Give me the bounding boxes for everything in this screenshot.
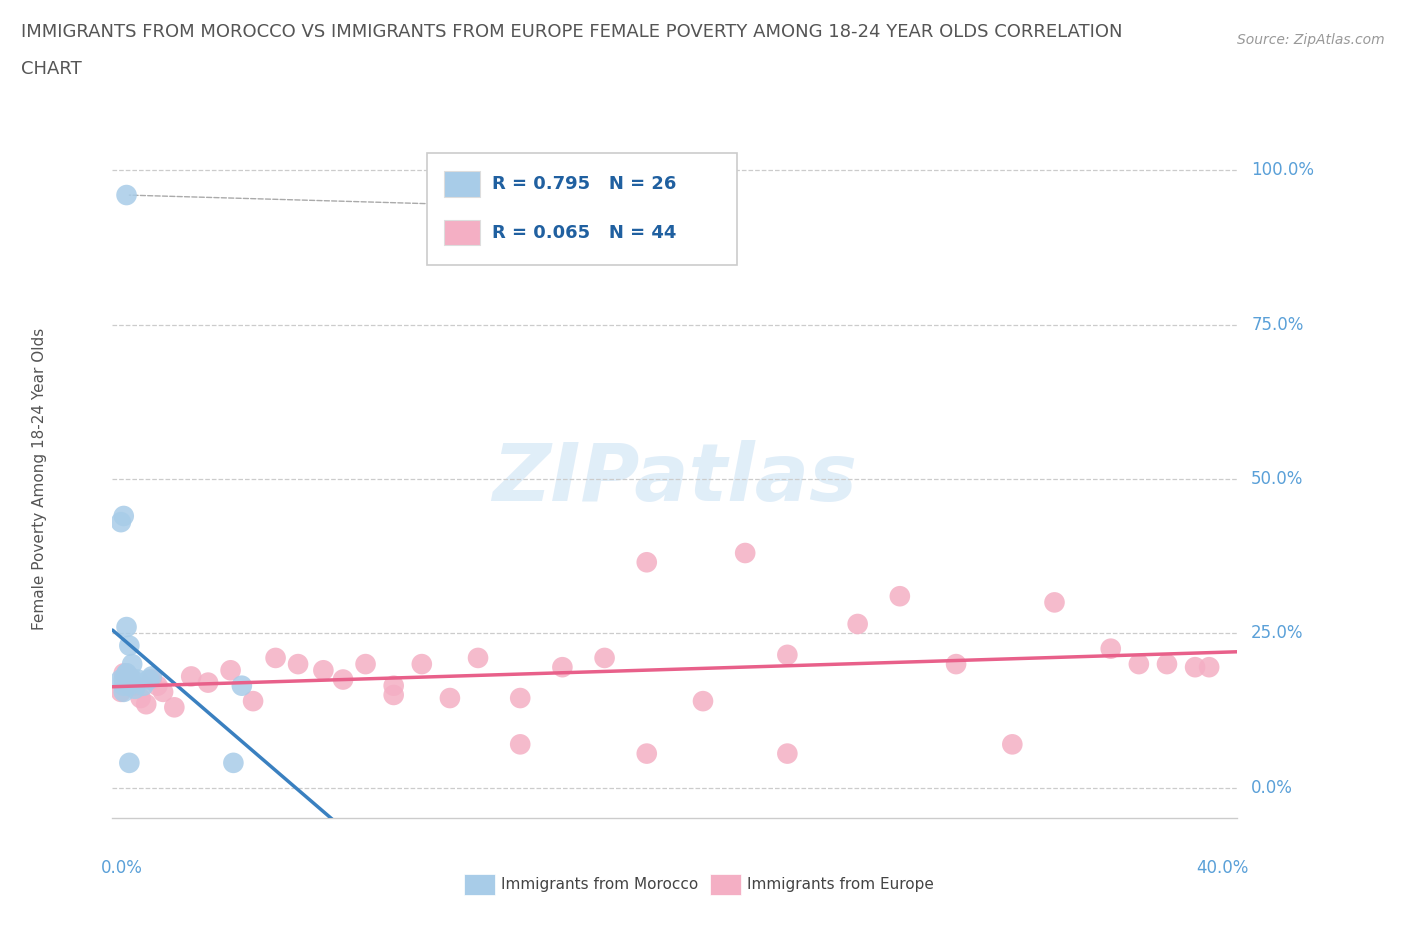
Text: 40.0%: 40.0% [1197,859,1249,877]
Point [112,684,135,699]
Point [1156,657,1178,671]
Point [115,188,138,203]
Text: Immigrants from Europe: Immigrants from Europe [747,877,934,892]
Text: 100.0%: 100.0% [1251,162,1315,179]
Text: 50.0%: 50.0% [1251,470,1303,488]
Point [222,755,245,770]
Point [118,678,141,693]
Point [1128,657,1150,671]
Point [121,672,143,687]
Point [509,691,531,706]
Point [138,672,160,687]
Point [551,659,574,674]
Point [382,678,405,693]
Point [1198,659,1220,674]
Point [112,509,135,524]
Point [467,650,489,665]
Point [141,669,163,684]
Point [135,697,157,711]
Point [382,687,405,702]
Text: 25.0%: 25.0% [1251,624,1303,643]
Point [118,675,141,690]
Point [242,694,264,709]
Point [112,678,135,693]
Text: IMMIGRANTS FROM MOROCCO VS IMMIGRANTS FROM EUROPE FEMALE POVERTY AMONG 18-24 YEA: IMMIGRANTS FROM MOROCCO VS IMMIGRANTS FR… [21,23,1122,41]
Point [110,684,132,699]
Point [509,737,531,751]
Point [1043,595,1066,610]
Point [141,672,163,687]
Point [118,669,141,684]
Point [121,657,143,671]
Point [124,678,146,693]
Point [332,672,354,687]
Point [163,700,186,715]
FancyBboxPatch shape [427,153,737,265]
Text: 0.0%: 0.0% [101,859,143,877]
Point [411,657,433,671]
Point [776,746,799,761]
Point [115,666,138,681]
Point [132,678,155,693]
Point [124,682,146,697]
Point [112,666,135,681]
Point [776,647,799,662]
Point [636,555,658,570]
Text: R = 0.065   N = 44: R = 0.065 N = 44 [492,223,676,242]
Point [180,669,202,684]
Point [197,675,219,690]
Point [636,746,658,761]
Point [692,694,714,709]
Point [889,589,911,604]
Text: ZIPatlas: ZIPatlas [492,440,858,518]
Point [127,672,149,687]
Point [152,684,174,699]
Point [219,663,242,678]
Point [231,678,253,693]
Text: 75.0%: 75.0% [1251,315,1303,334]
Text: R = 0.795   N = 26: R = 0.795 N = 26 [492,175,676,193]
Point [118,638,141,653]
Point [146,678,169,693]
Point [593,650,616,665]
Point [945,657,967,671]
Point [118,755,141,770]
FancyBboxPatch shape [444,171,481,196]
Point [1001,737,1024,751]
Point [110,672,132,687]
FancyBboxPatch shape [444,219,481,246]
Text: CHART: CHART [21,60,82,78]
Point [1099,642,1122,657]
Point [354,657,377,671]
Point [129,691,152,706]
Point [121,672,143,687]
Text: 0.0%: 0.0% [1251,778,1294,796]
Point [287,657,309,671]
Point [115,666,138,681]
Point [112,672,135,687]
Point [1184,659,1206,674]
Point [439,691,461,706]
Point [110,514,132,529]
Text: Female Poverty Among 18-24 Year Olds: Female Poverty Among 18-24 Year Olds [32,328,46,631]
Point [734,546,756,561]
Point [312,663,335,678]
Point [264,650,287,665]
Text: Source: ZipAtlas.com: Source: ZipAtlas.com [1237,33,1385,46]
Point [118,675,141,690]
Text: Immigrants from Morocco: Immigrants from Morocco [501,877,697,892]
Point [846,617,869,631]
Point [115,675,138,690]
Point [115,619,138,634]
